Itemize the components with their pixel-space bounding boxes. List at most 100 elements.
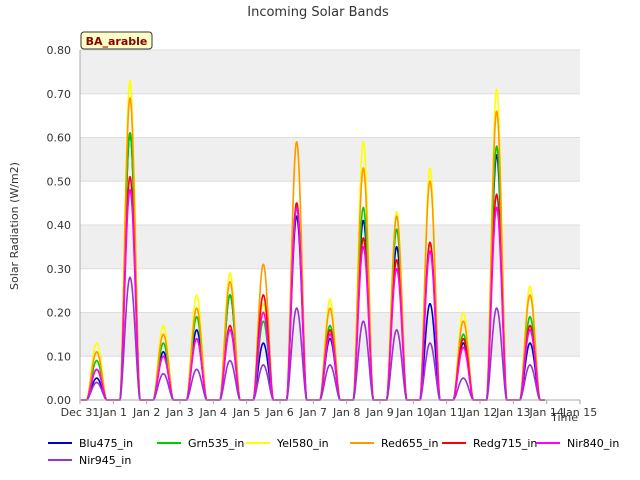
x-tick-label: Jan 4 — [199, 406, 227, 419]
data-point-nir945_in — [195, 368, 198, 371]
y-tick-label: 0.80 — [47, 44, 72, 57]
y-tick-label: 0.00 — [47, 394, 72, 407]
data-point-nir945_in — [362, 320, 365, 323]
data-point-grn535_in — [95, 359, 98, 362]
data-point-blu475_in — [429, 302, 431, 305]
x-tick-label: Jan 9 — [365, 406, 393, 419]
data-point-red655_in — [429, 180, 431, 183]
data-point-nir945_in — [262, 364, 265, 366]
grid-band — [80, 50, 580, 94]
grid-lines — [80, 49, 580, 401]
data-point-nir945_in — [295, 307, 298, 310]
data-point-yel580_in — [462, 311, 465, 314]
x-tick-label: Jan 13 — [495, 406, 530, 419]
data-point-blu475_in — [462, 342, 465, 345]
y-tick-label: 0.60 — [47, 132, 72, 145]
data-point-nir840_in — [229, 329, 231, 331]
data-point-blu475_in — [495, 154, 498, 156]
legend-label-yel580_in: Yel580_in — [276, 437, 329, 450]
x-tick-label: Jan 1 — [99, 406, 127, 419]
data-point-yel580_in — [262, 302, 265, 305]
data-point-nir945_in — [95, 381, 98, 384]
data-point-blu475_in — [329, 337, 331, 340]
data-point-grn535_in — [395, 228, 398, 231]
data-point-redg715_in — [229, 324, 231, 327]
data-point-grn535_in — [529, 315, 531, 318]
data-point-grn535_in — [129, 132, 131, 135]
data-point-red655_in — [95, 350, 98, 353]
data-point-nir840_in — [195, 337, 198, 340]
data-point-grn535_in — [262, 320, 265, 323]
data-point-blu475_in — [295, 215, 298, 218]
data-point-nir945_in — [229, 359, 231, 362]
data-point-red655_in — [462, 320, 465, 323]
y-tick-label: 0.10 — [47, 350, 72, 363]
data-point-yel580_in — [329, 298, 331, 301]
data-point-nir945_in — [495, 307, 498, 310]
data-point-red655_in — [329, 307, 331, 310]
grid-band — [80, 137, 580, 182]
data-point-red655_in — [295, 140, 298, 143]
data-point-nir840_in — [429, 250, 431, 253]
data-point-yel580_in — [162, 324, 165, 327]
data-point-yel580_in — [495, 88, 498, 91]
data-point-redg715_in — [495, 193, 498, 196]
x-tick-label: Jan 10 — [395, 406, 430, 419]
legend: Blu475_in Grn535_in Yel580_in Red655_in Redg… — [48, 437, 619, 467]
x-tick-label: Jan 2 — [132, 406, 160, 419]
badge-box — [80, 31, 153, 50]
x-axis-label: Time — [550, 411, 578, 424]
data-point-redg715_in — [129, 175, 131, 178]
data-point-nir840_in — [529, 329, 531, 331]
data-point-nir840_in — [162, 355, 165, 358]
legend-label-blu475_in: Blu475_in — [79, 437, 133, 450]
data-point-grn535_in — [162, 342, 165, 345]
data-point-red655_in — [195, 307, 198, 310]
data-point-red655_in — [229, 280, 231, 283]
legend-label-redg715_in: Redg715_in — [473, 437, 537, 450]
data-point-grn535_in — [462, 333, 465, 336]
data-point-blu475_in — [362, 219, 365, 222]
data-point-nir945_in — [462, 377, 465, 380]
data-point-nir840_in — [395, 267, 398, 270]
data-point-nir840_in — [262, 311, 265, 314]
data-point-yel580_in — [395, 210, 398, 213]
data-point-nir840_in — [462, 346, 465, 349]
y-ticks: 0.00 0.10 0.20 0.30 0.40 0.50 0.60 0.70 0.80 — [47, 44, 72, 407]
data-point-yel580_in — [362, 140, 365, 143]
legend-label-nir840_in: Nir840_in — [567, 437, 619, 450]
data-point-red655_in — [262, 263, 265, 266]
data-point-redg715_in — [462, 337, 465, 340]
data-point-nir945_in — [395, 329, 398, 331]
data-point-nir840_in — [362, 245, 365, 248]
x-tick-label: Jan 15 — [562, 406, 597, 419]
x-tick-label: Jan 12 — [462, 406, 497, 419]
data-point-redg715_in — [529, 324, 531, 327]
data-point-nir840_in — [295, 206, 298, 209]
data-point-nir840_in — [129, 189, 131, 191]
legend-label-nir945_in: Nir945_in — [79, 454, 131, 467]
x-tick-label: Jan 8 — [332, 406, 360, 419]
data-point-yel580_in — [529, 285, 531, 288]
y-tick-label: 0.30 — [47, 263, 72, 276]
grid-band — [80, 225, 580, 269]
data-point-grn535_in — [362, 206, 365, 209]
data-point-blu475_in — [395, 245, 398, 248]
data-point-grn535_in — [229, 294, 231, 296]
x-tick-label: Dec 31 — [61, 406, 100, 419]
data-point-redg715_in — [395, 259, 398, 261]
y-tick-label: 0.50 — [47, 175, 72, 188]
x-tick-label: Jan 7 — [299, 406, 327, 419]
data-point-yel580_in — [229, 272, 231, 275]
data-point-redg715_in — [295, 202, 298, 205]
data-point-red655_in — [162, 333, 165, 336]
data-point-grn535_in — [329, 324, 331, 327]
x-tick-label: Jan 3 — [165, 406, 193, 419]
legend-label-red655_in: Red655_in — [381, 437, 438, 450]
x-tick-label: Jan 6 — [265, 406, 293, 419]
data-point-blu475_in — [262, 342, 265, 345]
y-tick-label: 0.40 — [47, 219, 72, 232]
data-point-red655_in — [495, 110, 498, 113]
data-point-red655_in — [529, 294, 531, 296]
